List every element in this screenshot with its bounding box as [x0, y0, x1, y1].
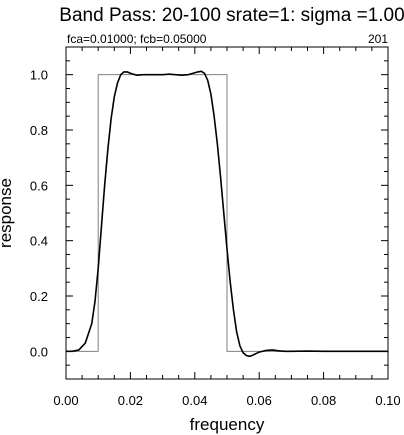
x-tick-label: 0.08: [311, 393, 336, 408]
x-tick-label: 0.10: [375, 393, 400, 408]
ideal-response-line: [66, 74, 388, 352]
y-axis-label: response: [0, 178, 15, 248]
x-tick-label: 0.02: [118, 393, 143, 408]
chart-subtitle-right: 201: [368, 32, 388, 46]
y-tick-label: 0.0: [30, 344, 48, 359]
chart-title: Band Pass: 20-100 srate=1: sigma =1.00: [59, 5, 404, 26]
x-axis-label: frequency: [190, 415, 265, 434]
y-tick-label: 0.2: [30, 289, 48, 304]
chart-subtitle-left: fca=0.01000; fcb=0.05000: [67, 32, 207, 46]
x-tick-label: 0.06: [247, 393, 272, 408]
y-tick-label: 0.8: [30, 123, 48, 138]
x-tick-label: 0.04: [182, 393, 207, 408]
plot-area: [66, 70, 388, 358]
series-layer: [66, 70, 388, 358]
filter-response-line: [66, 70, 388, 358]
y-tick-label: 0.6: [30, 178, 48, 193]
y-axis: 0.0 0.2 0.4 0.6 0.8 1.0: [30, 46, 388, 380]
y-tick-label: 0.4: [30, 234, 48, 249]
x-tick-label: 0.00: [53, 393, 78, 408]
x-axis: 0.00 0.02 0.04 0.06 0.08 0.10: [53, 47, 401, 408]
y-tick-label: 1.0: [30, 68, 48, 83]
